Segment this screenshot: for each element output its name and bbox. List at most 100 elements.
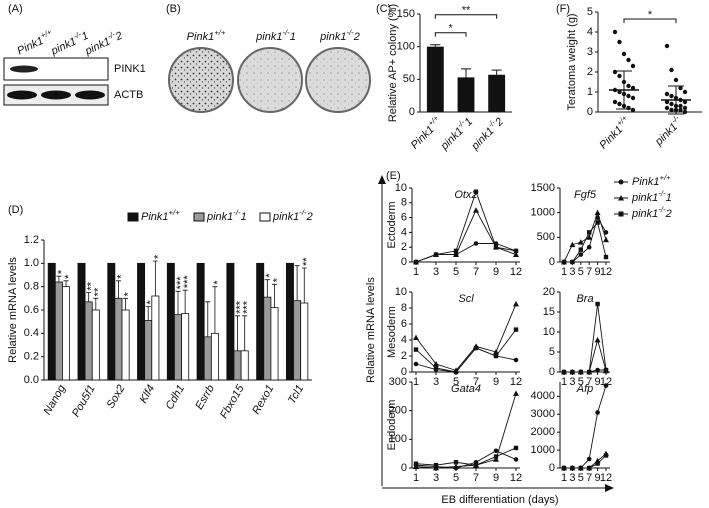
y-tick-label: 0 — [401, 462, 407, 474]
x-tick-label: 7 — [586, 266, 592, 278]
x-tick-label: 3 — [569, 266, 575, 278]
blot-frame — [3, 57, 109, 81]
colony-plate — [237, 47, 303, 113]
data-point — [669, 93, 674, 99]
significance-label: ** — [462, 5, 471, 17]
marker — [578, 252, 584, 257]
legend-swatch — [259, 212, 271, 222]
y-tick-label: 4 — [401, 226, 407, 238]
blot-band — [10, 65, 38, 73]
marker — [493, 456, 499, 462]
data-point — [626, 57, 631, 63]
data-point — [682, 109, 688, 115]
panel-label: (F) — [556, 3, 570, 15]
error-bar — [115, 280, 121, 299]
marker — [453, 460, 459, 465]
x-tick-label: 9 — [493, 376, 499, 388]
x-axis-label: EB differentiation (days) — [441, 494, 558, 506]
bar — [144, 320, 153, 381]
marker — [595, 301, 600, 307]
error-bar — [93, 297, 99, 310]
marker — [493, 454, 499, 459]
plate-label: pink1-/-2 — [319, 28, 360, 43]
data-point — [630, 107, 636, 113]
error-bar — [301, 267, 307, 303]
y-tick-label: 0 — [401, 366, 407, 378]
y-tick-label: 0 — [549, 366, 555, 378]
data-point — [612, 69, 618, 75]
marker — [595, 367, 600, 373]
y-tick-label: 10 — [395, 182, 407, 194]
data-point — [678, 103, 683, 109]
y-tick-label: 1.0 — [24, 257, 39, 269]
marker — [587, 369, 592, 375]
marker — [570, 465, 575, 471]
bar — [210, 332, 219, 381]
error-bar — [294, 265, 300, 301]
legend-label: pink1-/-1 — [206, 208, 247, 223]
data-point — [612, 99, 618, 105]
bar — [107, 262, 116, 381]
bar — [181, 313, 190, 381]
marker — [473, 345, 479, 351]
x-tick-label: 12 — [600, 376, 612, 388]
x-tick-label: 1 — [413, 266, 419, 278]
x-tick-label: 3 — [569, 472, 575, 484]
marker — [577, 239, 584, 245]
y-tick-label: 100 — [389, 433, 407, 445]
y-tick-label: 1 — [587, 86, 593, 98]
x-tick-label: 9 — [595, 266, 601, 278]
marker — [413, 463, 419, 469]
x-tick-label: 9 — [493, 472, 499, 484]
significance-label: * — [122, 291, 134, 296]
marker — [453, 369, 459, 375]
bar — [62, 286, 71, 381]
significance-label: *** — [242, 300, 254, 314]
y-tick-label: 4 — [401, 334, 407, 346]
bar — [196, 262, 205, 381]
data-point — [673, 77, 679, 83]
marker — [578, 247, 583, 252]
error-bar — [491, 69, 502, 75]
y-tick-label: 8 — [401, 197, 407, 209]
error-bar — [430, 44, 441, 47]
y-tick-label: 0 — [587, 106, 593, 118]
marker — [603, 383, 609, 388]
significance-bracket — [434, 14, 498, 19]
marker — [413, 259, 419, 265]
error-bar — [145, 306, 151, 321]
bar — [426, 46, 444, 112]
y-tick-label: 20 — [543, 286, 555, 298]
bar — [240, 350, 249, 381]
legend-marker — [618, 195, 624, 201]
error-bar — [63, 280, 69, 287]
significance-label: * — [648, 9, 653, 21]
x-tick-label: 5 — [578, 376, 584, 388]
significance-label: *** — [234, 300, 246, 314]
bar — [285, 262, 294, 381]
y-tick-label: 5 — [549, 346, 555, 358]
legend-label: Pink1+/+ — [141, 208, 180, 223]
data-point — [669, 67, 674, 73]
y-tick-label: 1500 — [531, 182, 555, 194]
blot-band — [41, 90, 71, 100]
y-tick-label: 0 — [549, 256, 555, 268]
bar — [174, 314, 182, 381]
data-point — [682, 89, 688, 95]
bar — [226, 262, 235, 381]
y-tick-label: 0 — [401, 256, 407, 268]
y-tick-label: 2 — [401, 241, 407, 253]
marker — [473, 462, 479, 468]
marker — [578, 465, 583, 471]
significance-label: * — [145, 300, 157, 305]
significance-label: * — [212, 280, 224, 285]
plate-label: pink1-/-1 — [255, 28, 296, 43]
panel-label: (D) — [8, 204, 23, 216]
x-tick-label: 1 — [413, 376, 419, 388]
row-label: Ectoderm — [386, 201, 398, 248]
data-point — [669, 101, 674, 107]
subplot-title: Fgf5 — [574, 189, 597, 201]
y-tick-label: 6 — [401, 212, 407, 224]
y-tick-label: 0.4 — [24, 327, 39, 339]
marker — [603, 254, 609, 260]
